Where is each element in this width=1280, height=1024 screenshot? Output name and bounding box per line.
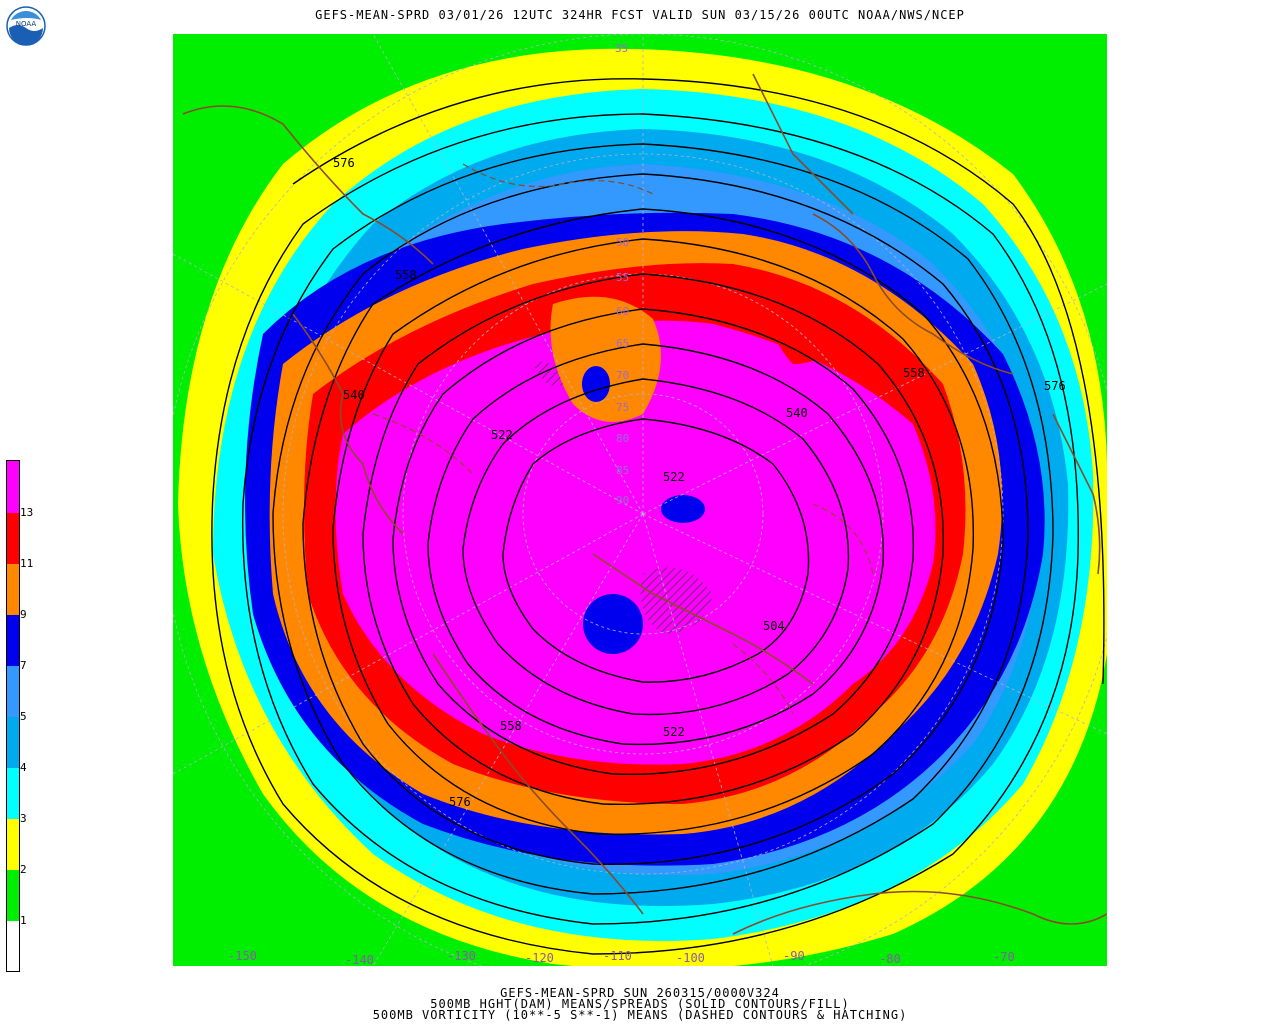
colorbar-seg-magenta [7,461,19,513]
colorbar-seg-yellow [7,819,19,870]
colorbar-seg-blue [7,615,19,666]
contour-label-6: 558 [903,366,925,380]
colorbar-label-9: 9 [20,608,27,621]
contour-label-12: 522 [663,725,685,739]
colorbar-label-3: 3 [20,812,27,825]
footer-line-1: GEFS-MEAN-SPRD SUN 260315/0000V324 [500,986,780,1000]
lat-label-60: 60 [616,305,629,318]
contour-label-7: 576 [1044,379,1066,393]
colorbar-label-1: 1 [20,914,27,927]
spread-fill-magenta [335,320,936,765]
colorbar-label-7: 7 [20,659,27,672]
footer-line-3: 500MB VORTICITY (10**-5 S**-1) MEANS (DA… [372,1008,908,1022]
forecast-map: 576 558 540 522 540 558 576 522 504 558 … [162,33,1124,995]
contour-label-2: 558 [395,268,417,282]
colorbar-label-2: 2 [20,863,27,876]
lat-label-90: 90 [616,494,629,507]
lat-label-55: 55 [616,271,629,284]
lat-label-70: 70 [616,369,629,382]
footer-line-2: 500MB HGHT(DAM) MEANS/SPREADS (SOLID CON… [430,997,850,1011]
spread-colorbar [6,460,20,972]
page-title: GEFS-MEAN-SPRD 03/01/26 12UTC 324HR FCST… [315,8,965,22]
contour-label-3: 540 [343,388,365,402]
colorbar-seg-medblue [7,666,19,717]
lon-label-100: -100 [676,951,705,965]
contour-label-1: 576 [333,156,355,170]
map-svg: 576 558 540 522 540 558 576 522 504 558 … [162,33,1124,995]
height-contours [211,78,1105,955]
noaa-logo: NOAA [6,6,46,46]
contour-label-8: 522 [663,470,685,484]
lat-label-80: 80 [616,432,629,445]
colorbar-label-5: 5 [20,710,27,723]
spread-fill-red-inner [770,282,843,364]
contour-label-11: 576 [449,795,471,809]
colorbar-seg-white [7,921,19,971]
contour-label-10: 558 [500,719,522,733]
contour-label-5: 540 [786,406,808,420]
colorbar-label-11: 11 [20,557,34,570]
lon-label-140: -140 [345,953,374,966]
colorbar-seg-lightblue [7,717,19,768]
vorticity-hatch-2 [533,361,563,387]
contour-label-9: 504 [763,619,785,633]
lon-label-150: -150 [228,949,257,963]
spread-fill-blue-spot2 [583,594,643,654]
lat-label-65: 65 [616,337,629,350]
colorbar-seg-orange [7,564,19,615]
lon-label-130: -130 [447,949,476,963]
vorticity-contours [372,163,874,715]
colorbar-seg-cyan [7,768,19,819]
logo-text: NOAA [16,20,37,28]
coastlines [182,73,1108,935]
colorbar-seg-green [7,870,19,921]
contour-label-4: 522 [491,428,513,442]
spread-fill-orange-inner [550,296,661,422]
lon-label-120: -120 [525,951,554,965]
colorbar-label-13: 13 [20,506,34,519]
vorticity-hatch [640,567,713,634]
lat-label-75: 75 [616,401,629,414]
lat-label-35: 35 [615,42,628,55]
lon-label-110: -110 [603,949,632,963]
lon-label-80: -80 [879,952,901,966]
lon-label-70: -70 [993,950,1015,964]
spread-fill-blue-spot3 [661,495,705,523]
colorbar-label-4: 4 [20,761,27,774]
lon-label-90: -90 [783,949,805,963]
lat-label-85: 85 [616,464,629,477]
colorbar-seg-red [7,513,19,564]
spread-fill-blue-spot1 [582,366,610,402]
lat-label-50: 50 [616,236,629,249]
